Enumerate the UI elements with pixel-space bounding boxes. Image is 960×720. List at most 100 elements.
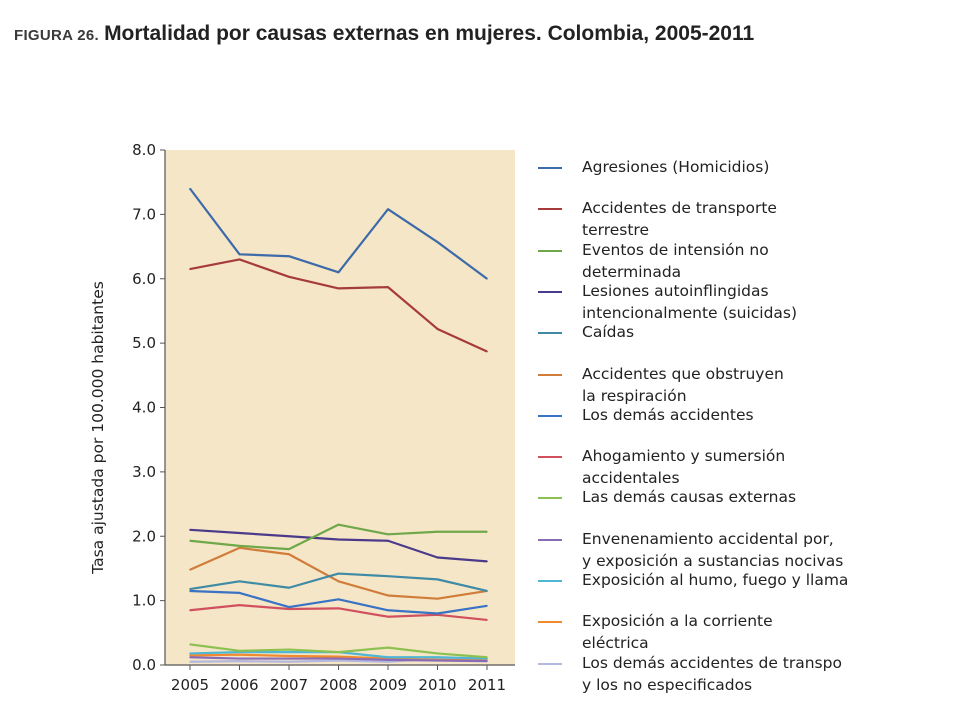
legend-label-line: la respiración	[582, 386, 687, 405]
data-point	[486, 350, 488, 353]
data-point	[238, 253, 241, 256]
data-point	[387, 609, 389, 612]
legend-swatch	[538, 332, 562, 335]
data-point	[486, 604, 488, 607]
data-point	[436, 656, 439, 659]
data-point	[387, 656, 389, 659]
legend-label-line: Las demás causas externas	[582, 488, 797, 507]
data-point	[436, 530, 439, 533]
data-point	[387, 659, 389, 661]
figure-label: FIGURA 26.	[14, 27, 99, 44]
data-point	[436, 578, 439, 581]
data-point	[436, 241, 439, 243]
data-point	[288, 606, 290, 608]
y-tick-label: 8.0	[132, 141, 156, 159]
data-point	[189, 590, 191, 592]
data-point	[337, 607, 340, 610]
data-point	[288, 535, 290, 538]
legend-label: Accidentes de transporte terrestre	[582, 197, 892, 241]
data-point	[387, 539, 389, 542]
data-point	[337, 580, 340, 583]
series-eventos-de-intensi-n-no-determinada	[189, 523, 488, 551]
legend-swatch	[538, 538, 562, 541]
legend-label-line: accidentales	[582, 469, 680, 488]
y-tick-label: 7.0	[132, 205, 156, 223]
data-point	[288, 657, 290, 660]
data-point	[337, 538, 340, 541]
series-ca-das	[189, 572, 488, 593]
data-point	[337, 598, 340, 601]
legend-swatch	[538, 290, 562, 293]
data-point	[288, 586, 290, 589]
data-point	[486, 590, 488, 592]
data-point	[337, 523, 340, 526]
data-point	[337, 659, 340, 662]
series-ahogamiento-y-sumersi-n-accidentales	[189, 604, 488, 622]
data-point	[238, 547, 241, 549]
series-lesiones-autoinflingidas-intencionalmente-suicidas	[189, 528, 488, 563]
legend-label-line: determinada	[582, 262, 682, 281]
legend-label: Accidentes que obstruyen la respiración	[582, 363, 892, 407]
y-tick-label: 0.0	[132, 656, 156, 674]
series-envenenamiento-accidental-por-y-exposici-n-a-sustancias-nocivas	[189, 656, 488, 663]
data-point	[238, 657, 241, 660]
y-tick-label: 5.0	[132, 334, 156, 352]
y-tick-label: 3.0	[132, 463, 156, 481]
data-point	[189, 643, 191, 646]
legend-label-line: Accidentes que obstruyen	[582, 364, 784, 383]
legend-label-line: intencionalmente (suicidas)	[582, 303, 798, 322]
plot-area	[165, 150, 515, 665]
legend-swatch	[538, 249, 562, 252]
y-axis-label: Tasa ajustada por 100.000 habitantes	[89, 281, 107, 575]
legend-label-line: terrestre	[582, 221, 650, 240]
x-tick-label: 2008	[319, 676, 357, 694]
data-point	[238, 580, 241, 583]
legend-label-line: Los demás accidentes	[582, 405, 754, 424]
series-accidentes-de-transporte-terrestre	[189, 258, 488, 353]
data-point	[337, 655, 340, 658]
axes: 0.0 1.0 2.0 3.0 4.0 5.0 6.0 7.0 8.0 2005 2006 2007 2…	[132, 141, 515, 694]
series-los-dem-s-accidentes	[189, 589, 488, 615]
data-point	[288, 655, 290, 657]
data-point	[337, 657, 340, 660]
legend-swatch	[538, 662, 562, 665]
data-point	[238, 532, 241, 534]
series-layer	[189, 187, 488, 663]
data-point	[238, 545, 241, 547]
legend-swatch	[538, 621, 562, 624]
legend-label-line: y los no especificados	[582, 675, 753, 694]
data-point	[189, 268, 191, 270]
legend-label: Caídas	[582, 321, 892, 343]
series-las-dem-s-causas-externas	[189, 643, 488, 659]
legend-label: Exposición al humo, fuego y llama	[582, 569, 892, 591]
data-point	[486, 619, 488, 621]
y-tick-label: 4.0	[132, 399, 156, 417]
data-point	[189, 187, 191, 190]
data-point	[387, 208, 389, 211]
legend-swatch	[538, 580, 562, 582]
legend-label: Eventos de intensión no determinada	[582, 239, 892, 283]
data-point	[387, 615, 389, 618]
data-point	[238, 653, 241, 656]
data-point	[238, 604, 241, 606]
data-point	[486, 660, 488, 662]
data-point	[189, 529, 191, 531]
legend-label-line: Agresiones (Homicidios)	[582, 158, 770, 176]
x-tick-label: 2005	[171, 676, 209, 694]
data-point	[288, 648, 290, 651]
data-point	[387, 660, 389, 663]
data-point	[238, 650, 241, 652]
data-point	[436, 328, 439, 330]
figure-title: FIGURA 26. Mortalidad por causas externa…	[14, 22, 754, 46]
legend-label: Exposición a la corriente eléctrica	[582, 610, 892, 654]
legend-swatch	[538, 208, 562, 211]
legend-swatch	[538, 373, 562, 376]
legend-label: Los demás accidentes de transpo y los no …	[582, 652, 892, 696]
data-point	[189, 568, 191, 571]
data-point	[486, 277, 488, 280]
legend-swatch	[538, 167, 562, 169]
legend-label-line: y exposición a sustancias nocivas	[582, 551, 844, 570]
data-point	[189, 609, 191, 612]
legend-label-line: Exposición a la corriente	[582, 612, 773, 631]
